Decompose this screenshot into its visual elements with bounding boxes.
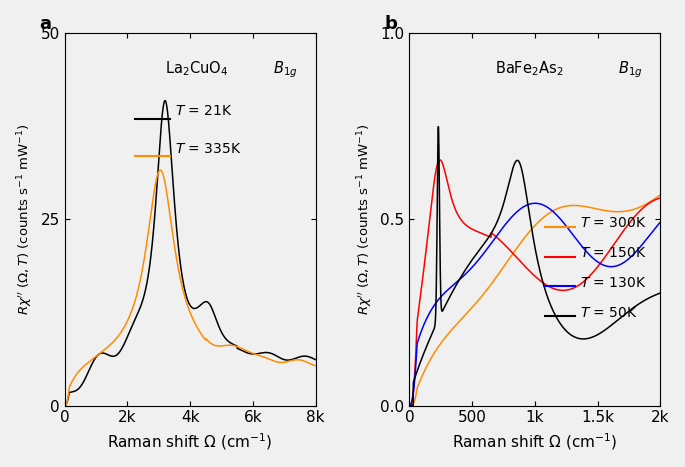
X-axis label: Raman shift $\Omega$ (cm$^{-1}$): Raman shift $\Omega$ (cm$^{-1}$) [108,431,273,452]
Text: $T$ = 50K: $T$ = 50K [580,305,638,319]
Text: $T$ = 150K: $T$ = 150K [580,246,647,260]
Text: BaFe$_2$As$_2$: BaFe$_2$As$_2$ [495,59,564,78]
Text: a: a [40,14,51,33]
Text: $B_{1g}$: $B_{1g}$ [273,59,297,80]
X-axis label: Raman shift $\Omega$ (cm$^{-1}$): Raman shift $\Omega$ (cm$^{-1}$) [452,431,618,452]
Text: La$_2$CuO$_4$: La$_2$CuO$_4$ [165,59,228,78]
Text: b: b [384,14,397,33]
Y-axis label: $R\chi''$ $(\Omega, T)$ (counts s$^{-1}$ mW$^{-1}$): $R\chi''$ $(\Omega, T)$ (counts s$^{-1}$… [356,123,375,315]
Text: $T$ = 21K: $T$ = 21K [175,105,233,119]
Text: $T$ = 130K: $T$ = 130K [580,276,647,290]
Text: $B_{1g}$: $B_{1g}$ [618,59,643,80]
Y-axis label: $R\chi''$ $(\Omega, T)$ (counts s$^{-1}$ mW$^{-1}$): $R\chi''$ $(\Omega, T)$ (counts s$^{-1}$… [15,123,35,315]
Text: $T$ = 335K: $T$ = 335K [175,142,242,156]
Text: $T$ = 300K: $T$ = 300K [580,216,647,230]
